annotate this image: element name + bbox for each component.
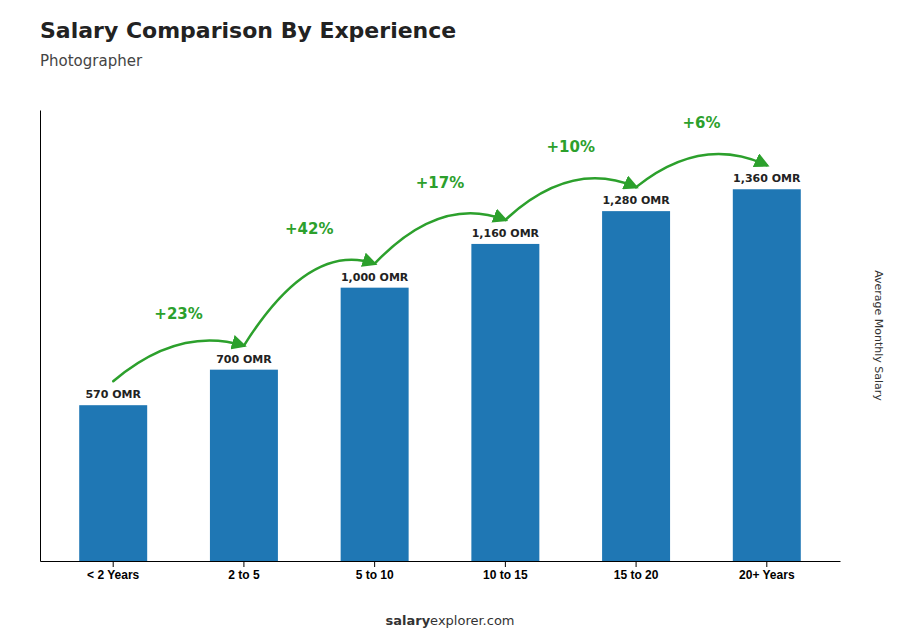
footer-part: explorer.com [430,613,514,628]
x-axis: < 2 Years 2 to 5 5 to 10 10 to 15 15 to 20 20… [41,561,841,582]
x-tick-mark [766,561,767,567]
x-tick: 15 to 20 [614,561,659,582]
chart: Salary Comparison By Experience Photograp… [0,0,900,641]
x-tick-label: < 2 Years [87,568,139,582]
x-tick-mark [374,561,375,567]
bar [79,405,147,561]
x-tick-mark [505,561,506,567]
value-label: 1,280 OMR [602,194,670,207]
x-tick-mark [113,561,114,567]
plot: < 2 Years 2 to 5 5 to 10 10 to 15 15 to 20 20… [41,111,841,582]
x-tick: 10 to 15 [483,561,528,582]
x-tick-label: 10 to 15 [483,568,528,582]
value-label: 570 OMR [85,388,141,401]
bar [602,211,670,561]
x-axis-line [41,561,841,562]
bar [733,189,801,561]
value-label: 1,000 OMR [341,271,409,284]
x-tick-label: 20+ Years [739,568,795,582]
bar [210,370,278,561]
texts: +23% +42% +17% +10% +6% 570 OMR 700 OMR 1,000 O… [85,114,801,401]
value-label: 1,160 OMR [472,227,540,240]
x-tick-mark [243,561,244,567]
subtitle: Photographer [40,52,143,70]
bar [471,244,539,561]
change-label: +10% [546,138,594,156]
x-tick: 20+ Years [739,561,795,582]
y-axis-title: Average Monthly Salary [872,270,885,401]
change-label: +42% [285,220,333,238]
bar [341,288,409,561]
y-axis-line [40,111,41,562]
marks [79,154,801,561]
x-tick-label: 2 to 5 [228,568,260,582]
x-tick-label: 15 to 20 [614,568,659,582]
change-label: +23% [154,305,202,323]
footer: salaryexplorer.com [385,613,514,628]
change-label: +6% [682,114,720,132]
change-label: +17% [416,174,464,192]
x-tick: 2 to 5 [228,561,260,582]
x-tick: 5 to 10 [356,561,394,582]
value-label: 700 OMR [216,353,272,366]
title: Salary Comparison By Experience [40,18,456,43]
footer-part: salary [385,613,430,628]
y-axis [40,111,41,562]
x-tick: < 2 Years [87,561,139,582]
x-tick-label: 5 to 10 [356,568,394,582]
value-label: 1,360 OMR [733,172,801,185]
x-tick-mark [636,561,637,567]
